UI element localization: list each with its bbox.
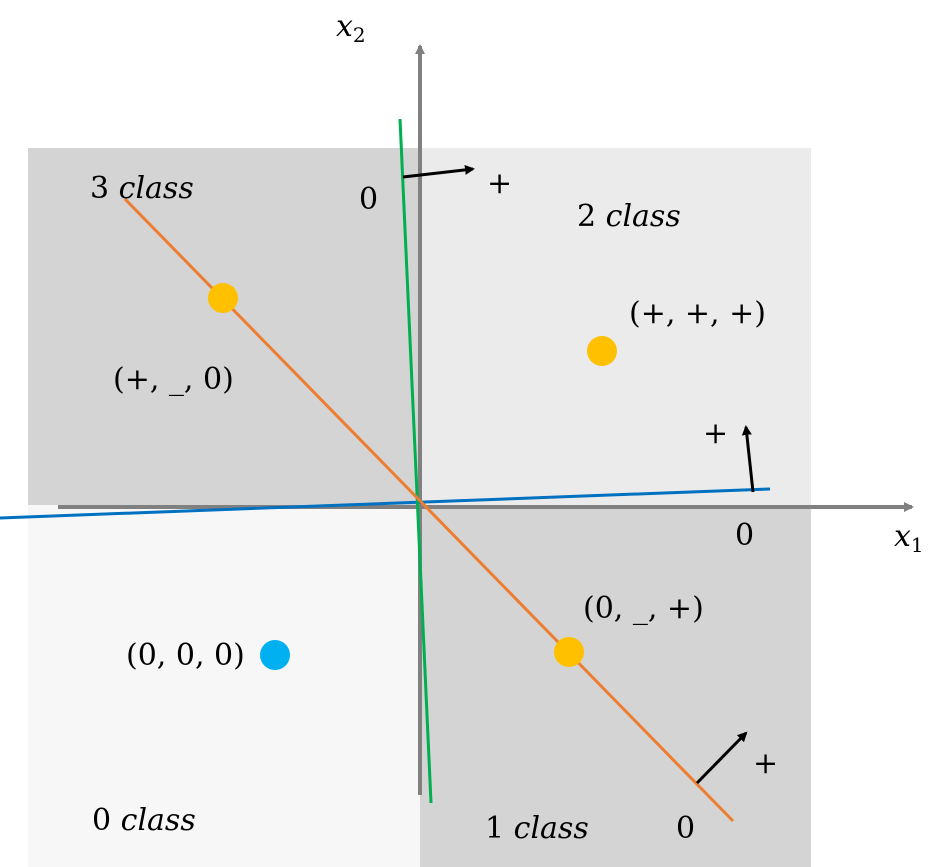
class-0-label: 0 class [92, 803, 196, 838]
region-class-2 [420, 148, 811, 505]
point-label-plus-plus-plus: (+, +, +) [629, 296, 766, 331]
blue-zero-label: 0 [735, 518, 754, 553]
region-class-0 [28, 505, 420, 867]
green-plus-label: + [487, 166, 512, 201]
orange-normal-arrow [695, 731, 748, 785]
green-zero-label: 0 [359, 182, 378, 217]
point-label-zero-zero-zero: (0, 0, 0) [126, 638, 245, 673]
point-label-zero-minus-plus: (0, _, +) [583, 591, 704, 626]
class-2-label: 2 class [577, 199, 681, 234]
region-class-3 [28, 148, 420, 505]
point-plus-plus-plus [587, 336, 617, 366]
point-zero-zero-zero [260, 640, 290, 670]
blue-normal-arrow [741, 425, 755, 493]
green-boundary-line [398, 118, 433, 804]
x-axis-label: x1 [894, 519, 924, 557]
blue-boundary-line [0, 487, 771, 520]
point-zero-minus-plus [554, 637, 584, 667]
y-axis-label: x2 [336, 9, 366, 47]
class-1-label: 1 class [485, 811, 589, 846]
orange-zero-label: 0 [676, 811, 695, 846]
point-plus-minus-zero [208, 283, 238, 313]
blue-plus-label: + [703, 416, 728, 451]
point-label-plus-minus-zero: (+, _, 0) [113, 362, 234, 397]
green-normal-arrow [402, 164, 475, 179]
orange-plus-label: + [753, 746, 778, 781]
class-3-label: 3 class [90, 171, 194, 206]
